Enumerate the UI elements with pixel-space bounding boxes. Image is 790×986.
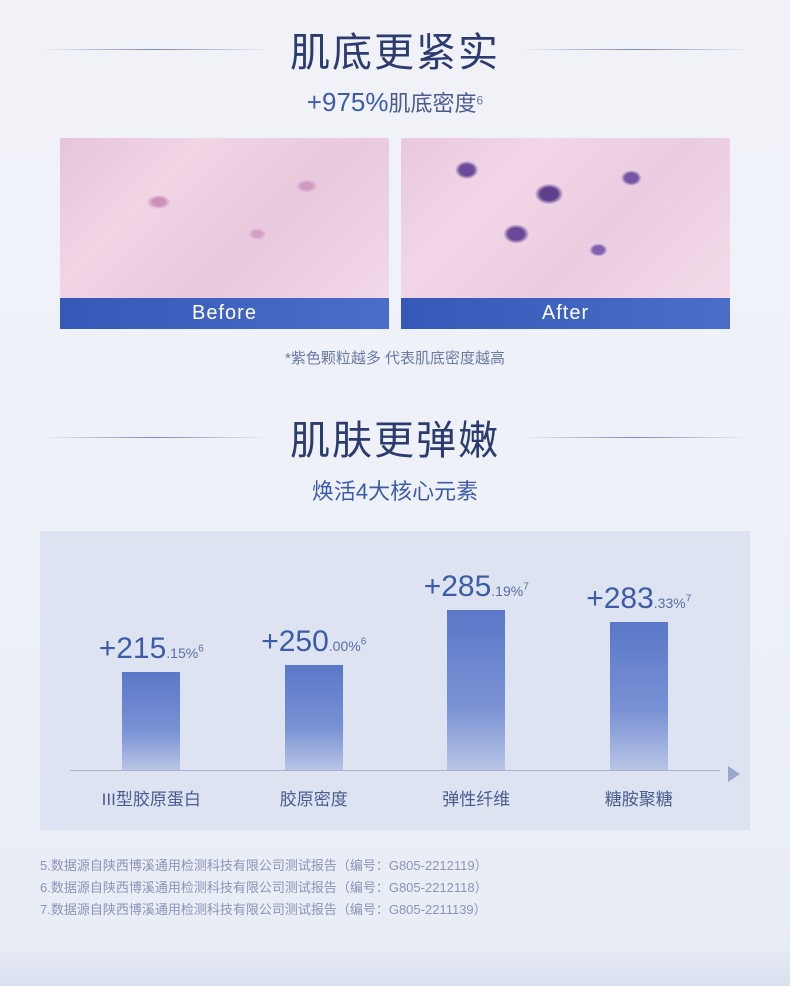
section-firmness: 肌底更紧实 +975%肌底密度6 Before After *紫色颗粒越多 代表… — [0, 0, 790, 368]
bar-value-int: +283 — [586, 582, 654, 615]
bar-label: 糖胺聚糖 — [558, 785, 721, 810]
bar-value: +283.33%7 — [558, 582, 721, 616]
section-elasticity: 肌肤更弹嫩 焕活4大核心元素 +215.15%6+250.00%6+285.19… — [0, 398, 790, 951]
bar — [285, 665, 343, 770]
section1-title: 肌底更紧实 — [290, 20, 500, 78]
footnotes: 5.数据源自陕西博溪通用检测科技有限公司测试报告（编号：G805-2212119… — [40, 855, 750, 951]
footnote-line: 7.数据源自陕西博溪通用检测科技有限公司测试报告（编号：G805-2211139… — [40, 899, 750, 921]
bar-value-sup: 7 — [686, 594, 692, 605]
section2-sub-text: 焕活4大核心元素 — [312, 479, 478, 504]
divider-left-2 — [40, 437, 270, 438]
bar-value-sup: 7 — [523, 582, 529, 593]
density-value: +975 — [307, 87, 366, 117]
before-label: Before — [60, 298, 389, 329]
bar-group: +283.33%7 — [558, 622, 721, 770]
bar-chart: +215.15%6+250.00%6+285.19%7+283.33%7 III… — [40, 531, 750, 830]
bar-value-sup: 6 — [198, 644, 204, 655]
bar-value: +285.19%7 — [395, 570, 558, 604]
divider-right-2 — [520, 437, 750, 438]
bar-value-dec: .19% — [491, 583, 523, 599]
compare-caption: *紫色颗粒越多 代表肌底密度越高 — [0, 347, 790, 368]
after-item: After — [401, 138, 730, 329]
bar-label: 弹性纤维 — [395, 785, 558, 810]
bar — [610, 622, 668, 770]
bar-value-dec: .15% — [166, 645, 198, 661]
bar-value: +250.00%6 — [233, 625, 396, 659]
bar-label: 胶原密度 — [233, 785, 396, 810]
bar-group: +215.15%6 — [70, 672, 233, 770]
bar-value-int: +285 — [424, 570, 492, 603]
after-label: After — [401, 298, 730, 329]
bar-group: +250.00%6 — [233, 665, 396, 770]
density-sup: 6 — [477, 94, 484, 108]
bar — [122, 672, 180, 770]
section2-subtitle: 焕活4大核心元素 — [0, 474, 790, 506]
before-after-row: Before After — [0, 118, 790, 329]
after-image — [401, 138, 730, 298]
bar — [447, 610, 505, 770]
divider-left — [40, 49, 270, 50]
bar-value-dec: .00% — [329, 638, 361, 654]
footnote-line: 5.数据源自陕西博溪通用检测科技有限公司测试报告（编号：G805-2212119… — [40, 855, 750, 877]
bars-row: +215.15%6+250.00%6+285.19%7+283.33%7 — [70, 561, 720, 771]
bar-label: III型胶原蛋白 — [70, 785, 233, 810]
section1-subtitle: +975%肌底密度6 — [0, 86, 790, 118]
bottom-fade — [0, 951, 790, 986]
title-row-1: 肌底更紧实 — [0, 20, 790, 78]
labels-row: III型胶原蛋白胶原密度弹性纤维糖胺聚糖 — [70, 785, 720, 810]
title-row-2: 肌肤更弹嫩 — [0, 408, 790, 466]
bar-value-int: +250 — [261, 625, 329, 658]
bar-value: +215.15%6 — [70, 632, 233, 666]
percent-sign: % — [365, 87, 388, 117]
bar-value-int: +215 — [99, 632, 167, 665]
before-item: Before — [60, 138, 389, 329]
divider-right — [520, 49, 750, 50]
section2-title: 肌肤更弹嫩 — [290, 408, 500, 466]
density-label: 肌底密度 — [389, 91, 477, 116]
before-image — [60, 138, 389, 298]
bar-value-dec: .33% — [654, 595, 686, 611]
footnote-line: 6.数据源自陕西博溪通用检测科技有限公司测试报告（编号：G805-2212118… — [40, 877, 750, 899]
arrow-icon — [728, 766, 740, 782]
bar-value-sup: 6 — [361, 637, 367, 648]
bar-group: +285.19%7 — [395, 610, 558, 770]
